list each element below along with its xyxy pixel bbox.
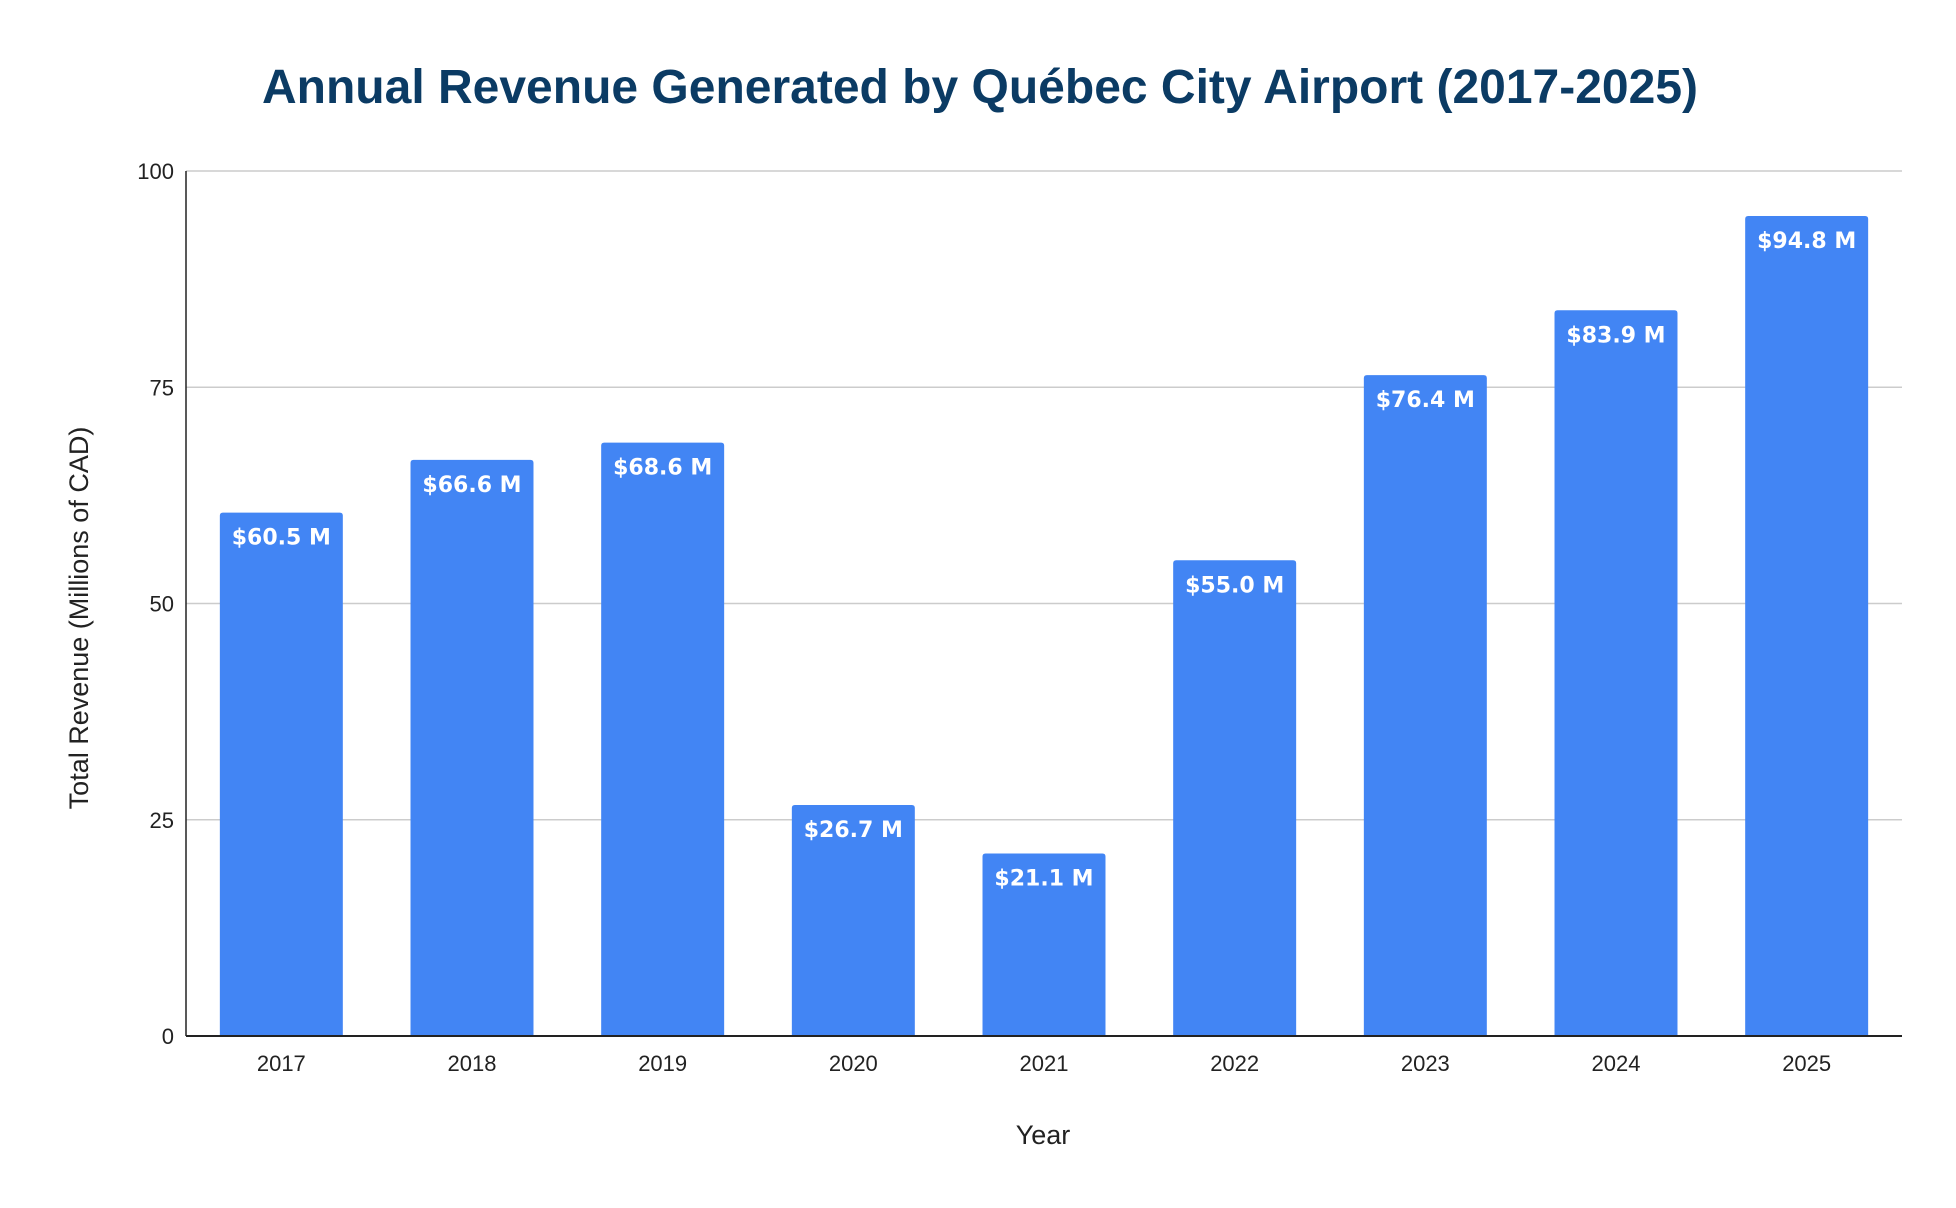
y-axis-label: Total Revenue (Millions of CAD) bbox=[64, 427, 94, 810]
bar-2022 bbox=[1173, 560, 1297, 1036]
bar-data-label: $68.6 M bbox=[613, 456, 712, 481]
x-tick-label: 2019 bbox=[638, 1051, 687, 1076]
bars: $60.5 M $66.6 M $68.6 M $26.7 M $21.1 M $55.0… bbox=[219, 215, 1869, 1037]
y-tick-label: 50 bbox=[150, 592, 174, 617]
bar-2018 bbox=[410, 459, 534, 1036]
y-tick-label: 25 bbox=[150, 808, 174, 833]
x-tick-label: 2025 bbox=[1782, 1051, 1831, 1076]
axes: 0 25 50 75 100 2017 2018 2019 2020 2021 2022 2023 20… bbox=[137, 159, 1902, 1076]
x-tick-label: 2020 bbox=[829, 1051, 878, 1076]
y-tick-label: 75 bbox=[150, 375, 174, 400]
x-axis-label: Year bbox=[1016, 1120, 1071, 1150]
x-tick-label: 2023 bbox=[1401, 1051, 1450, 1076]
bar-2021 bbox=[982, 853, 1106, 1036]
bar-data-label: $94.8 M bbox=[1757, 229, 1856, 254]
bar-2023 bbox=[1363, 375, 1487, 1036]
bar-2025 bbox=[1745, 215, 1869, 1037]
bar-2020 bbox=[791, 805, 915, 1036]
bar-2024 bbox=[1554, 310, 1678, 1036]
chart-title: Annual Revenue Generated by Québec City … bbox=[262, 61, 1698, 114]
x-tick-label: 2021 bbox=[1020, 1051, 1069, 1076]
bar-data-label: $60.5 M bbox=[232, 526, 331, 551]
bar-data-label: $83.9 M bbox=[1566, 323, 1665, 348]
bar-data-label: $66.6 M bbox=[422, 473, 521, 498]
y-tick-label: 100 bbox=[137, 159, 174, 184]
bar-2019 bbox=[601, 442, 725, 1036]
bar-2017 bbox=[219, 512, 343, 1036]
x-tick-label: 2022 bbox=[1210, 1051, 1259, 1076]
bar-data-label: $76.4 M bbox=[1376, 388, 1475, 413]
x-tick-label: 2024 bbox=[1592, 1051, 1641, 1076]
bar-data-label: $21.1 M bbox=[994, 866, 1093, 891]
y-tick-label: 0 bbox=[162, 1024, 174, 1049]
x-tick-label: 2017 bbox=[257, 1051, 306, 1076]
bar-data-label: $55.0 M bbox=[1185, 573, 1284, 598]
x-tick-label: 2018 bbox=[448, 1051, 497, 1076]
bar-data-label: $26.7 M bbox=[804, 818, 903, 843]
